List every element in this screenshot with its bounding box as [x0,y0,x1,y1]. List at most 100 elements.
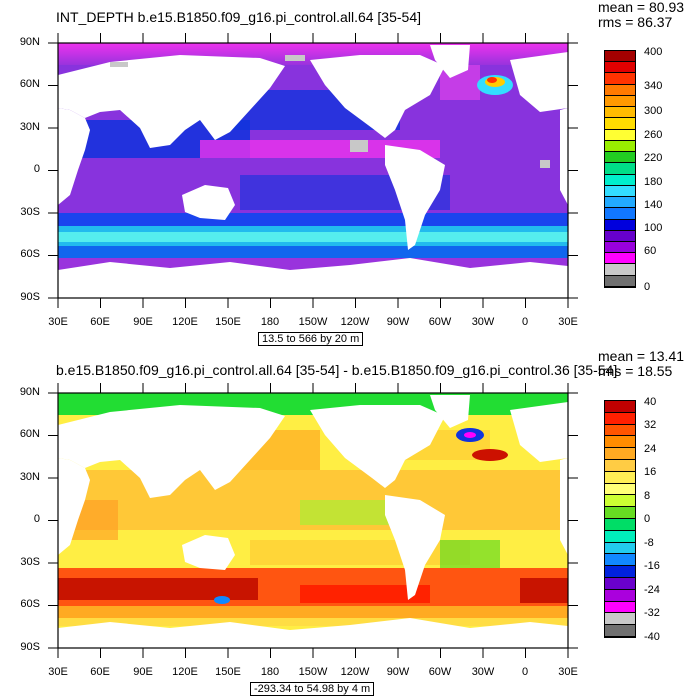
panel-1-rms: rms = 86.37 [598,14,673,30]
colorbar-label: 16 [644,466,657,478]
colorbar-swatch [605,601,635,614]
colorbar-label: 60 [644,245,657,257]
colorbar-label: -24 [644,584,660,596]
colorbar-swatch [605,264,635,276]
colorbar-swatch [605,625,635,637]
colorbar-swatch [605,577,635,590]
panel-1-title: INT_DEPTH b.e15.B1850.f09_g16.pi_control… [56,9,422,25]
colorbar-swatch [605,566,635,578]
lat-label: 60S [20,598,40,610]
colorbar-swatch [605,174,635,186]
lat-label: 30S [20,206,40,218]
colorbar-swatch [605,84,635,96]
lon-label: 0 [521,316,529,328]
colorbar-swatch [605,613,635,626]
lat-label: 30N [19,471,40,483]
colorbar-swatch [605,197,635,209]
colorbar-label: 0 [644,281,651,293]
lon-label: 120E [172,316,198,328]
panel-1-colorbar [604,50,636,288]
colorbar-swatch [605,208,635,220]
lon-label: 120W [340,666,370,678]
colorbar-swatch [605,483,635,496]
colorbar-label: 260 [644,129,663,141]
colorbar-swatch [605,51,635,63]
panel-2-title: b.e15.B1850.f09_g16.pi_control.all.64 [3… [56,362,618,378]
colorbar-label: 40 [644,396,657,408]
colorbar-swatch [605,107,635,119]
colorbar-swatch [605,118,635,130]
colorbar-swatch [605,401,635,413]
colorbar-label: -40 [644,631,660,643]
colorbar-swatch [605,554,635,567]
lat-label: 60S [20,248,40,260]
colorbar-label: 32 [644,419,657,431]
colorbar-swatch [605,436,635,449]
lat-label: 60N [19,78,40,90]
lon-label: 180 [260,316,280,328]
lon-label: 30W [471,666,495,678]
colorbar-label: 140 [644,199,663,211]
lon-label: 30E [48,666,68,678]
lat-label: 0 [33,163,40,175]
panel-1-contour-info: 13.5 to 566 by 20 m [258,332,364,346]
colorbar-label: 340 [644,80,663,92]
lon-label: 60E [90,316,110,328]
colorbar-swatch [605,459,635,472]
colorbar-label: 400 [644,46,663,58]
panel-1-map [48,33,578,308]
colorbar-swatch [605,73,635,85]
lon-label: 0 [521,666,529,678]
colorbar-swatch [605,507,635,519]
colorbar-swatch [605,275,635,287]
colorbar-label: 180 [644,176,663,188]
colorbar-swatch [605,542,635,555]
panel-1-mean: mean = 80.93 [598,0,685,15]
lat-label: 90S [20,291,40,303]
lon-label: 30E [558,316,578,328]
colorbar-label: 220 [644,152,663,164]
colorbar-label: 24 [644,443,657,455]
colorbar-swatch [605,163,635,175]
colorbar-label: -8 [644,537,654,549]
lon-label: 150W [298,666,328,678]
colorbar-swatch [605,448,635,460]
lat-label: 90S [20,641,40,653]
panel-2-mean: mean = 13.41 [598,348,685,364]
colorbar-label: -32 [644,607,660,619]
lat-label: 60N [19,428,40,440]
colorbar-label: -16 [644,560,660,572]
lon-label: 60W [428,316,452,328]
panel-2-colorbar [604,400,636,638]
lon-label: 30E [558,666,578,678]
colorbar-swatch [605,152,635,164]
colorbar-swatch [605,424,635,437]
lat-label: 30S [20,556,40,568]
lon-label: 180 [260,666,280,678]
colorbar-label: 100 [644,222,663,234]
colorbar-swatch [605,230,635,242]
colorbar-swatch [605,518,635,531]
lon-label: 120W [340,316,370,328]
lon-label: 60W [428,666,452,678]
lon-label: 30E [48,316,68,328]
colorbar-swatch [605,185,635,198]
lon-label: 90W [386,316,410,328]
lon-label: 150E [215,316,241,328]
lat-label: 90N [19,386,40,398]
lat-label: 90N [19,36,40,48]
lon-label: 30W [471,316,495,328]
colorbar-swatch [605,241,635,254]
colorbar-swatch [605,219,635,231]
lon-label: 90W [386,666,410,678]
colorbar-swatch [605,530,635,543]
colorbar-label: 8 [644,490,651,502]
colorbar-swatch [605,95,635,108]
lon-label: 150W [298,316,328,328]
colorbar-swatch [605,62,635,74]
panel-2-contour-info: -293.34 to 54.98 by 4 m [250,682,375,696]
lon-label: 90E [133,666,153,678]
lon-label: 150E [215,666,241,678]
lat-label: 30N [19,121,40,133]
colorbar-label: 0 [644,513,651,525]
